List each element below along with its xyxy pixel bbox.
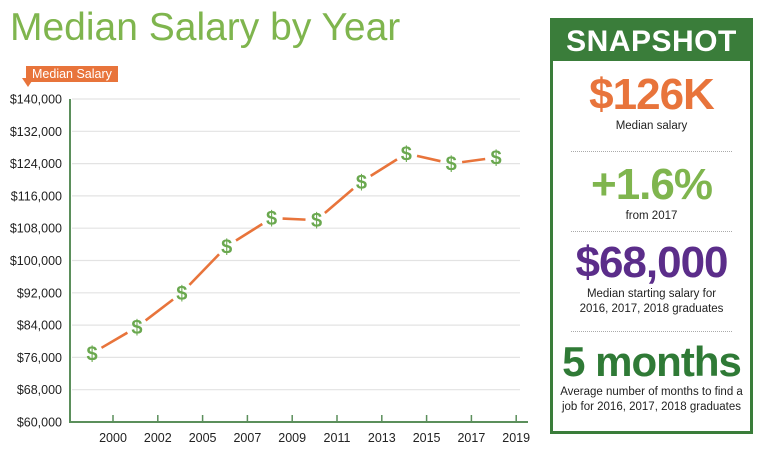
stat-desc-line: 2016, 2017, 2018 graduates	[579, 303, 724, 315]
stat-desc: from 2017	[625, 210, 678, 222]
line-segment	[100, 331, 129, 349]
divider	[571, 151, 732, 152]
x-tick-label: 2002	[144, 431, 172, 445]
dollar-marker-icon: $	[311, 210, 322, 232]
stat-value: $68,000	[575, 238, 728, 287]
dollar-marker-icon: $	[401, 144, 412, 166]
series-line	[100, 154, 486, 349]
axes	[69, 99, 528, 423]
stat-value: 5 months	[562, 338, 742, 385]
y-tick-label: $76,000	[17, 351, 62, 365]
x-tick-label: 2000	[99, 431, 127, 445]
stat-starting-salary: $68,000 Median starting salary for 2016,…	[553, 241, 750, 317]
line-segment	[324, 187, 354, 214]
x-tick-label: 2013	[368, 431, 396, 445]
y-tick-label: $116,000	[11, 189, 62, 203]
line-segment	[235, 222, 263, 242]
x-tick-label: 2005	[189, 431, 217, 445]
y-tick-label: $60,000	[17, 416, 62, 430]
line-chart: $60,000 $68,000 $76,000 $84,000 $92,000 $100,…	[10, 93, 530, 446]
y-tick-label: $84,000	[17, 319, 62, 333]
stat-desc-line: job for 2016, 2017, 2018 graduates	[561, 401, 742, 413]
line-segment	[461, 157, 486, 164]
y-axis-label-flag: Median Salary	[26, 66, 118, 82]
x-tick-label: 2007	[233, 431, 261, 445]
x-tick-labels: 2000 2002 2005 2007 2009 2011 2013 2015 2017 2019	[99, 431, 530, 445]
data-points: $ $ $ $ $ $ $ $ $ $	[86, 144, 501, 366]
stat-desc: Median starting salary for 2016, 2017, 2…	[553, 287, 750, 317]
stat-median-salary: $126K Median salary	[553, 73, 750, 134]
line-segment	[144, 298, 174, 322]
stat-months: 5 months Average number of months to fin…	[553, 341, 750, 415]
dollar-marker-icon: $	[491, 148, 502, 170]
x-tick-label: 2017	[457, 431, 485, 445]
stat-desc: Average number of months to find a job f…	[553, 385, 750, 415]
y-tick-label: $68,000	[17, 383, 62, 397]
stat-value: +1.6%	[591, 160, 713, 209]
line-segment	[282, 217, 306, 221]
stat-desc-line: Median starting salary for	[586, 288, 717, 300]
y-tick-labels: $60,000 $68,000 $76,000 $84,000 $92,000 $100,…	[10, 93, 62, 430]
stat-desc-line: Average number of months to find a	[560, 386, 743, 398]
y-tick-label: $124,000	[10, 157, 62, 171]
dollar-marker-icon: $	[446, 154, 457, 176]
line-segment	[188, 253, 220, 286]
x-tick-label: 2019	[502, 431, 530, 445]
line-segment	[370, 158, 398, 178]
dollar-marker-icon: $	[176, 283, 187, 305]
dollar-marker-icon: $	[86, 343, 97, 365]
dollar-marker-icon: $	[131, 317, 142, 339]
dollar-marker-icon: $	[221, 236, 232, 258]
line-segment	[416, 154, 441, 163]
flag-arrow-icon	[22, 78, 34, 87]
stat-change: +1.6% from 2017	[553, 163, 750, 224]
gridlines	[72, 98, 520, 391]
y-tick-label: $108,000	[10, 222, 62, 236]
y-tick-label: $100,000	[10, 254, 62, 268]
chart-title: Median Salary by Year	[10, 6, 401, 49]
snapshot-panel: SNAPSHOT $126K Median salary +1.6% from …	[550, 18, 753, 434]
divider	[571, 231, 732, 232]
x-tick-label: 2009	[278, 431, 306, 445]
y-tick-label: $132,000	[10, 125, 62, 139]
dollar-marker-icon: $	[266, 208, 277, 230]
snapshot-header: SNAPSHOT	[553, 21, 750, 61]
dollar-marker-icon: $	[356, 172, 367, 194]
y-tick-label: $92,000	[17, 286, 62, 300]
stat-desc: Median salary	[615, 120, 688, 132]
stat-value: $126K	[589, 70, 715, 119]
x-tick-label: 2015	[413, 431, 441, 445]
y-tick-label: $140,000	[10, 93, 62, 107]
divider	[571, 331, 732, 332]
x-tick-label: 2011	[324, 431, 351, 445]
